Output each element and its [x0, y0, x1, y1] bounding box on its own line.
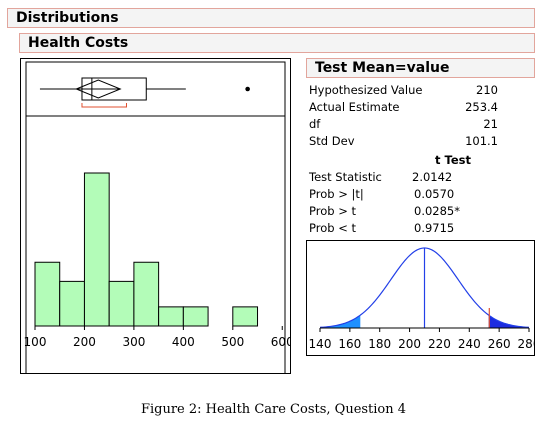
row-label: Prob > |t|	[309, 187, 364, 201]
t-distribution-chart: 140 160 180 200 220 240 260 280	[309, 247, 535, 351]
x-tick-label: 300	[122, 335, 145, 349]
histogram-bar	[158, 306, 184, 327]
outlier-point	[245, 86, 250, 92]
hypothesized-value-row: Hypothesized Value 210	[309, 82, 498, 99]
x-tick-label: 400	[172, 335, 195, 349]
test-mean-header[interactable]: Test Mean=value	[306, 58, 535, 78]
test-values-table: Hypothesized Value 210 Actual Estimate 2…	[309, 82, 498, 150]
test-mean-title: Test Mean=value	[315, 60, 450, 76]
x-tick-label: 500	[221, 335, 244, 349]
row-label: Actual Estimate	[309, 100, 400, 114]
t-test-heading: t Test	[435, 153, 471, 167]
x-tick-label: 260	[488, 337, 511, 351]
std-dev-row: Std Dev 101.1	[309, 133, 498, 150]
x-tick-label: 180	[368, 337, 391, 351]
row-value: 0.0285*	[414, 204, 460, 218]
row-value: 210	[476, 83, 498, 97]
histogram-bar	[108, 280, 135, 327]
x-tick-label: 280	[518, 337, 535, 351]
row-label: Hypothesized Value	[309, 83, 423, 97]
x-tick-label: 200	[73, 335, 96, 349]
row-value: 0.9715	[414, 221, 455, 235]
row-value: 2.0142	[412, 170, 453, 184]
x-tick-label: 160	[338, 337, 361, 351]
df-row: df 21	[309, 116, 498, 133]
x-tick-label: 200	[398, 337, 421, 351]
upper-tail-area	[488, 315, 530, 328]
x-tick-label: 600	[271, 335, 291, 349]
row-label: df	[309, 117, 321, 131]
distributions-title: Distributions	[16, 10, 119, 26]
row-label: Prob > t	[309, 204, 356, 218]
prob-gt-t-row: Prob > t 0.0285*	[309, 203, 471, 220]
histogram-bar	[133, 261, 160, 327]
histogram-bar	[34, 261, 61, 327]
prob-lt-t-row: Prob < t 0.9715	[309, 220, 471, 237]
row-value: 0.0570	[414, 187, 455, 201]
histogram-bar	[232, 306, 259, 327]
row-label: Prob < t	[309, 221, 356, 235]
variable-title: Health Costs	[28, 35, 129, 51]
row-value: 253.4	[465, 100, 498, 114]
x-tick-label: 100	[24, 335, 47, 349]
shortest-half-bracket	[81, 103, 127, 108]
t-test-heading-row: t Test	[309, 152, 471, 169]
histogram-bar	[59, 280, 85, 327]
histogram-chart: 100 200 300 400 500 600	[24, 61, 291, 374]
x-tick-label: 140	[309, 337, 332, 351]
variable-header[interactable]: Health Costs	[19, 33, 535, 53]
row-value: 101.1	[465, 134, 498, 148]
distributions-header[interactable]: Distributions	[7, 8, 535, 28]
figure-caption: Figure 2: Health Care Costs, Question 4	[140, 402, 407, 417]
x-tick-label: 240	[458, 337, 481, 351]
row-label: Std Dev	[309, 134, 355, 148]
lower-tail-area	[320, 315, 361, 328]
test-statistic-row: Test Statistic 2.0142	[309, 169, 471, 186]
prob-abs-t-row: Prob > |t| 0.0570	[309, 186, 471, 203]
row-value: 21	[483, 117, 498, 131]
x-tick-label: 220	[428, 337, 451, 351]
t-test-table: t Test Test Statistic 2.0142 Prob > |t| …	[309, 152, 471, 237]
row-label: Test Statistic	[309, 170, 382, 184]
t-distribution-frame	[306, 240, 535, 356]
histogram-bar	[182, 306, 209, 327]
histogram-bar	[83, 172, 110, 327]
actual-estimate-row: Actual Estimate 253.4	[309, 99, 498, 116]
